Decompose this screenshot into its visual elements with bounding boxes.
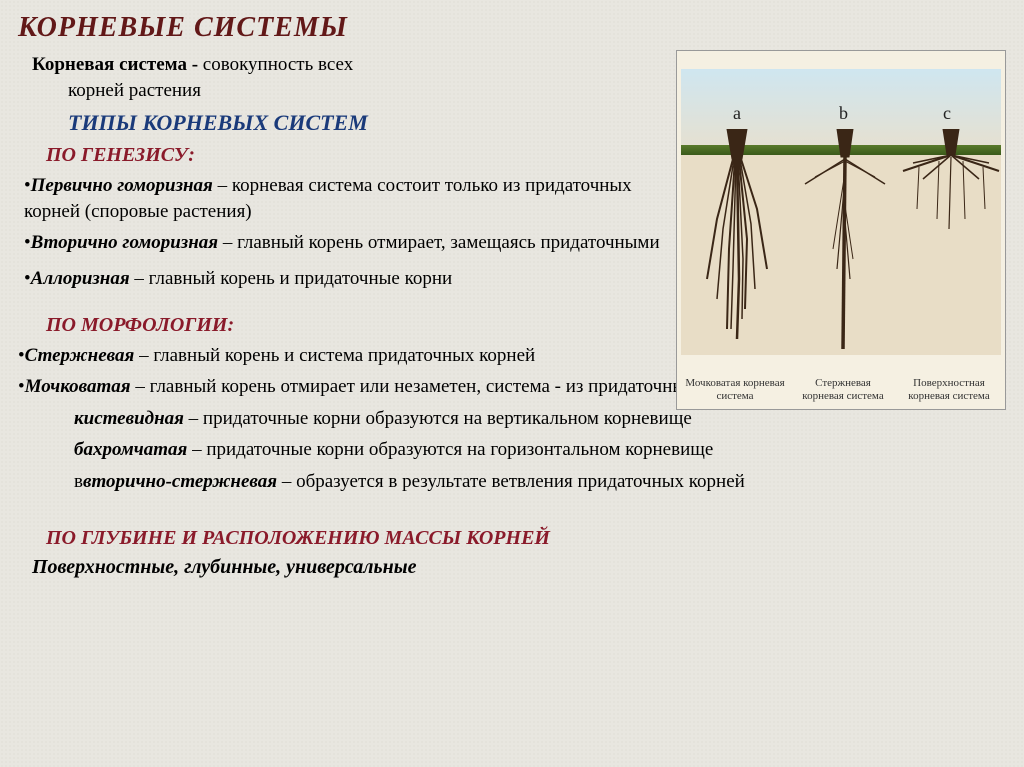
genesis-lead-2: Аллоризная [31,268,130,289]
morph-taproot-rest: – главный корень и система придаточных к… [134,345,535,366]
genesis-item: •Вторично гоморизная – главный корень от… [24,230,664,256]
caption-a: Мочковатая корневая система [685,377,785,403]
morph-sub-lead-2: вторично-стержневая [83,471,277,492]
morph-fibrous-rest: – главный корень отмирает или незаметен,… [131,376,756,397]
root-surface-icon [899,129,1003,351]
genesis-rest-1: – главный корень отмирает, замещаясь при… [218,232,660,253]
genesis-rest-2: – главный корень и придаточные корни [130,268,453,289]
root-taproot-icon [795,129,895,351]
genesis-item: •Аллоризная – главный корень и придаточн… [24,266,664,292]
depth-heading: ПО ГЛУБИНЕ И РАСПОЛОЖЕНИЮ МАССЫ КОРНЕЙ [46,527,1006,550]
genesis-lead-1: Вторично гоморизная [31,232,218,253]
morph-fibrous-lead: Мочковатая [25,376,131,397]
definition-text-1: совокупность всех [198,54,353,75]
morph-sub-rest-2: – образуется в результате ветвления прид… [277,471,745,492]
morph-sub-lead-1: бахромчатая [74,439,187,460]
page-title: КОРНЕВЫЕ СИСТЕМЫ [18,12,1006,44]
diagram-label-b: b [839,103,848,124]
caption-c: Поверхностная корневая система [899,377,999,403]
genesis-item: •Первично гоморизная – корневая система … [24,173,664,224]
diagram-label-a: a [733,103,741,124]
definition-term: Корневая система - [32,54,198,75]
figure-root-systems: a b c [676,50,1006,410]
morph-sub-rest-0: – придаточные корни образуются на вертик… [184,408,692,429]
caption-b: Стержневая корневая система [793,377,893,403]
genesis-lead-0: Первично гоморизная [31,175,213,196]
depth-line: Поверхностные, глубинные, универсальные [32,556,1006,579]
morph-sub-rest-1: – придаточные корни образуются на горизо… [187,439,713,460]
morph-taproot-lead: Стержневая [25,345,135,366]
morphology-subitem: бахромчатая – придаточные корни образуют… [74,437,1006,463]
morph-sub-lead-0: кистевидная [74,408,184,429]
morphology-subitem: ввторично-стержневая – образуется в резу… [74,469,1006,495]
root-fibrous-icon [687,129,787,351]
diagram-label-c: c [943,103,951,124]
